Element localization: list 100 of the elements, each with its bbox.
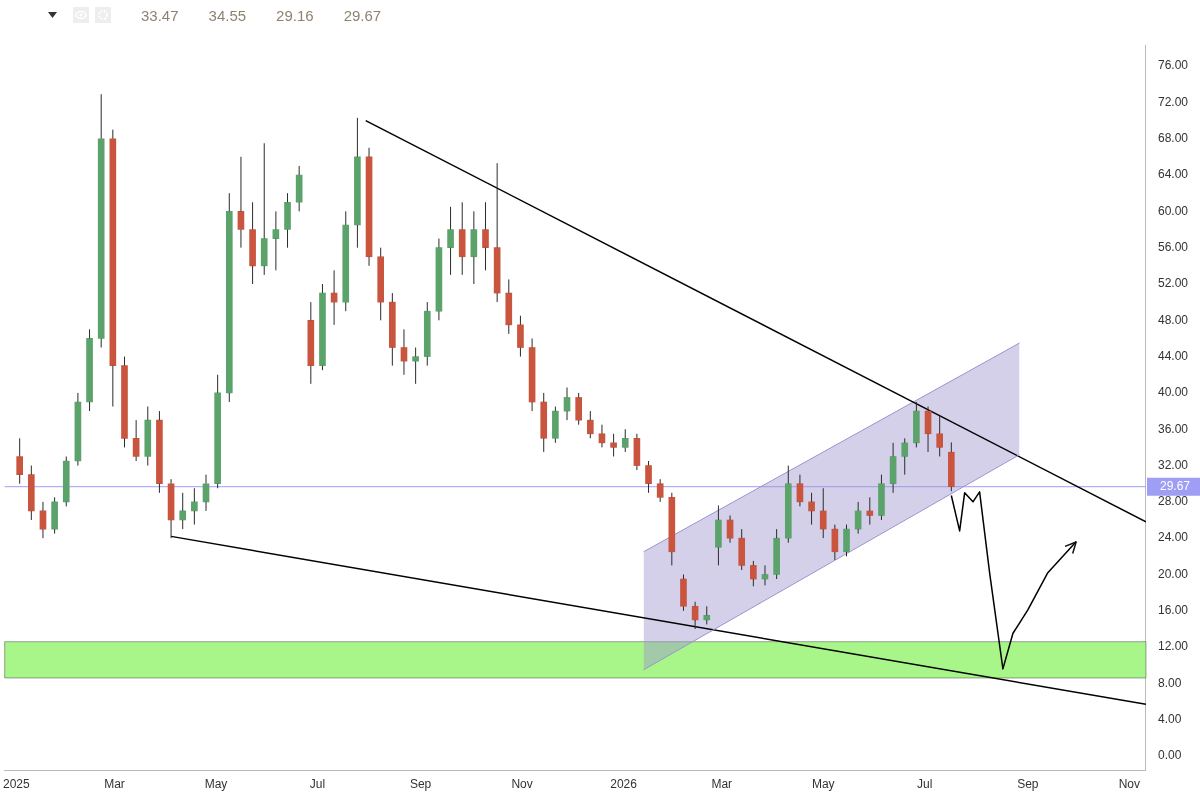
candlestick — [866, 496, 874, 526]
candlestick — [121, 356, 128, 448]
candlestick — [109, 129, 117, 408]
y-tick-label: 12.00 — [1157, 639, 1189, 654]
candlestick — [621, 428, 629, 453]
candlestick — [738, 528, 746, 571]
text: 34.55 — [208, 6, 247, 24]
y-tick-label: 60.00 — [1157, 203, 1189, 218]
x-tick-label: Jul — [917, 777, 933, 792]
x-tick-label: 2026 — [610, 777, 638, 792]
candlestick — [808, 492, 815, 526]
candlestick — [365, 147, 373, 267]
candlestick — [97, 93, 105, 349]
candlestick — [237, 156, 245, 249]
x-tick-label: 2025 — [3, 777, 31, 792]
candlestick — [354, 117, 361, 249]
y-tick-label: 72.00 — [1157, 94, 1189, 109]
candlestick — [295, 165, 303, 212]
y-tick-label: 64.00 — [1157, 167, 1189, 182]
x-tick-label: Nov — [1118, 777, 1141, 792]
candlestick — [715, 505, 722, 566]
candlestick — [377, 247, 385, 321]
candlestick — [936, 415, 944, 457]
y-tick-label: 32.00 — [1157, 457, 1189, 472]
candlestick — [901, 437, 909, 476]
candlestick — [482, 201, 489, 271]
candlestick — [27, 465, 35, 521]
candlestick — [62, 455, 70, 507]
y-tick-label: 44.00 — [1157, 348, 1189, 363]
candlestick — [307, 301, 315, 385]
y-tick-label: 52.00 — [1157, 276, 1189, 291]
y-tick-label: 56.00 — [1157, 239, 1189, 254]
x-tick-label: May — [204, 777, 228, 792]
candlestick — [412, 347, 419, 385]
candlestick — [260, 142, 268, 276]
candlestick — [505, 278, 513, 335]
candlestick — [202, 474, 210, 512]
x-tick-label: Mar — [104, 777, 125, 792]
candlestick — [610, 433, 617, 457]
candlestick — [819, 487, 827, 539]
y-tick-label: 48.00 — [1157, 312, 1189, 327]
y-tick-label: 4.00 — [1157, 712, 1182, 727]
candlestick — [156, 410, 163, 494]
x-tick-label: Nov — [511, 777, 533, 792]
y-tick-label: 28.00 — [1157, 494, 1189, 509]
y-tick-label: 8.00 — [1157, 675, 1182, 690]
candlestick — [458, 201, 466, 276]
x-tick-label: Sep — [1017, 777, 1039, 792]
candlestick — [656, 478, 664, 503]
y-tick-label: 36.00 — [1157, 421, 1189, 436]
candlestick — [586, 410, 594, 439]
candlestick — [889, 442, 897, 494]
candlestick — [947, 441, 955, 492]
x-tick-label: Mar — [711, 777, 733, 792]
candlestick — [249, 201, 256, 285]
candlestick — [680, 574, 687, 612]
candlestick — [342, 210, 350, 312]
candlestick — [773, 528, 780, 580]
candlestick — [132, 419, 140, 462]
candlestick — [517, 315, 524, 358]
candlestick — [703, 605, 711, 625]
candlestick — [633, 433, 641, 471]
y-tick-label: 20.00 — [1157, 566, 1189, 581]
text: 29.16 — [276, 6, 314, 24]
candlestick — [389, 292, 396, 367]
candlestick — [645, 460, 652, 494]
candlestick — [86, 328, 93, 412]
candlestick — [796, 474, 804, 507]
candlestick — [319, 283, 326, 371]
x-tick-label: Sep — [409, 777, 432, 792]
candlestick — [144, 406, 152, 467]
text: 29.67 — [343, 6, 382, 24]
candlestick — [878, 474, 885, 521]
candlestick — [16, 437, 24, 485]
candlestick — [179, 492, 187, 530]
candlestick — [447, 206, 454, 276]
candlestick — [435, 238, 443, 321]
candlestick — [225, 192, 233, 403]
candlestick — [191, 487, 198, 526]
y-tick-label: 16.00 — [1157, 603, 1189, 618]
candlestick — [51, 496, 58, 535]
candlestick — [214, 374, 221, 489]
candlestick — [668, 492, 676, 566]
y-tick-label: 76.00 — [1157, 58, 1189, 73]
x-tick-label: May — [811, 777, 835, 792]
candlestick — [726, 514, 734, 544]
x-tick-label: Jul — [309, 777, 326, 792]
candlestick — [284, 192, 291, 249]
y-tick-label: 0.00 — [1157, 748, 1182, 763]
candlestick — [784, 465, 792, 544]
text: 33.47 — [141, 6, 179, 24]
y-tick-label: 24.00 — [1157, 530, 1189, 545]
candlestick — [540, 392, 548, 453]
candlestick — [552, 406, 559, 444]
candlestick — [913, 401, 920, 448]
candlestick — [423, 301, 431, 367]
candlestick — [575, 392, 582, 426]
candlestick — [750, 560, 757, 587]
ref-line-label: 29.67 — [1159, 479, 1191, 494]
y-tick-label: 68.00 — [1157, 131, 1189, 146]
